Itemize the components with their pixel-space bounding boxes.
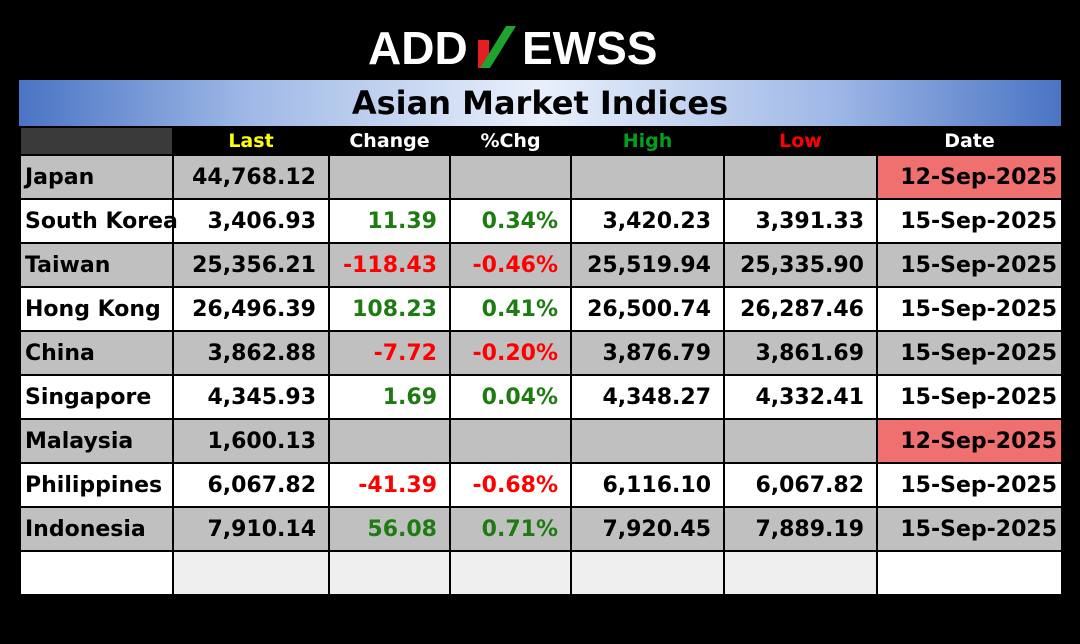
cell-date: 15-Sep-2025 xyxy=(876,286,1063,332)
cell-high: 6,116.10 xyxy=(570,462,725,508)
table-row: Philippines 6,067.82 -41.39 -0.68% 6,116.10 6… xyxy=(19,462,1063,508)
cell-low: 26,287.46 xyxy=(723,286,878,332)
table-row: Japan 44,768.12 12-Sep-2025 xyxy=(19,154,1063,200)
cell-pct-change: 0.04% xyxy=(449,374,572,420)
cell-change: 56.08 xyxy=(328,506,451,552)
brand-logo: ADD EWSS xyxy=(0,16,1080,78)
cell-date: 15-Sep-2025 xyxy=(876,374,1063,420)
cell-pct-change: 0.34% xyxy=(449,198,572,244)
cell-high: 4,348.27 xyxy=(570,374,725,420)
cell-pct-change xyxy=(449,154,572,200)
cell-high xyxy=(570,154,725,200)
cell-change: 1.69 xyxy=(328,374,451,420)
cell-change xyxy=(328,154,451,200)
header-date: Date xyxy=(876,126,1063,156)
header-last: Last xyxy=(172,126,330,156)
cell-pct-change: -0.20% xyxy=(449,330,572,376)
table-row: Singapore 4,345.93 1.69 0.04% 4,348.27 4,332.… xyxy=(19,374,1063,420)
cell-country: Malaysia xyxy=(19,418,174,464)
cell-last: 26,496.39 xyxy=(172,286,330,332)
cell-country: Philippines xyxy=(19,462,174,508)
cell-empty xyxy=(876,550,1063,596)
cell-low: 3,391.33 xyxy=(723,198,878,244)
cell-low: 25,335.90 xyxy=(723,242,878,288)
cell-low: 7,889.19 xyxy=(723,506,878,552)
cell-empty xyxy=(328,550,451,596)
cell-empty xyxy=(172,550,330,596)
cell-change: 108.23 xyxy=(328,286,451,332)
header-low: Low xyxy=(723,126,878,156)
cell-country: Indonesia xyxy=(19,506,174,552)
cell-low: 3,861.69 xyxy=(723,330,878,376)
cell-pct-change: -0.46% xyxy=(449,242,572,288)
cell-high: 25,519.94 xyxy=(570,242,725,288)
table-row-empty xyxy=(19,550,1063,596)
cell-pct-change xyxy=(449,418,572,464)
cell-date: 15-Sep-2025 xyxy=(876,242,1063,288)
cell-pct-change: 0.71% xyxy=(449,506,572,552)
header-high: High xyxy=(570,126,725,156)
logo-graphic: ADD EWSS xyxy=(368,22,657,74)
cell-date: 15-Sep-2025 xyxy=(876,198,1063,244)
page-title: Asian Market Indices xyxy=(351,84,729,122)
header-pct-change: %Chg xyxy=(449,126,572,156)
cell-low: 6,067.82 xyxy=(723,462,878,508)
cell-last: 44,768.12 xyxy=(172,154,330,200)
cell-change: -41.39 xyxy=(328,462,451,508)
cell-low: 4,332.41 xyxy=(723,374,878,420)
cell-high: 3,420.23 xyxy=(570,198,725,244)
cell-date: 15-Sep-2025 xyxy=(876,462,1063,508)
cell-change: -118.43 xyxy=(328,242,451,288)
cell-country: Taiwan xyxy=(19,242,174,288)
table-row: Malaysia 1,600.13 12-Sep-2025 xyxy=(19,418,1063,464)
table-row: Taiwan 25,356.21 -118.43 -0.46% 25,519.94 25,… xyxy=(19,242,1063,288)
logo-n-icon xyxy=(478,26,516,68)
table-row: South Korea 3,406.93 11.39 0.34% 3,420.23 3,3… xyxy=(19,198,1063,244)
cell-date: 15-Sep-2025 xyxy=(876,330,1063,376)
cell-high: 26,500.74 xyxy=(570,286,725,332)
table-body: Japan 44,768.12 12-Sep-2025 South Korea 3,40… xyxy=(19,154,1063,596)
cell-date: 15-Sep-2025 xyxy=(876,506,1063,552)
cell-low xyxy=(723,418,878,464)
cell-country: Japan xyxy=(19,154,174,200)
table-row: Indonesia 7,910.14 56.08 0.71% 7,920.45 7,889… xyxy=(19,506,1063,552)
title-bar: Asian Market Indices xyxy=(19,80,1061,126)
cell-last: 4,345.93 xyxy=(172,374,330,420)
cell-pct-change: -0.68% xyxy=(449,462,572,508)
cell-empty xyxy=(570,550,725,596)
cell-last: 1,600.13 xyxy=(172,418,330,464)
cell-high: 7,920.45 xyxy=(570,506,725,552)
table-row: China 3,862.88 -7.72 -0.20% 3,876.79 3,861.69… xyxy=(19,330,1063,376)
market-indices-table: Last Change %Chg High Low Date Japan 44,7… xyxy=(19,126,1063,596)
cell-last: 3,406.93 xyxy=(172,198,330,244)
header-corner xyxy=(19,126,174,156)
cell-change: -7.72 xyxy=(328,330,451,376)
cell-empty xyxy=(449,550,572,596)
cell-country: China xyxy=(19,330,174,376)
table-header-row: Last Change %Chg High Low Date xyxy=(19,126,1063,156)
cell-country: South Korea xyxy=(19,198,178,244)
table-row: Hong Kong 26,496.39 108.23 0.41% 26,500.74 26… xyxy=(19,286,1063,332)
cell-high: 3,876.79 xyxy=(570,330,725,376)
logo-left-text: ADD xyxy=(368,22,468,74)
cell-date: 12-Sep-2025 xyxy=(876,418,1063,464)
cell-last: 3,862.88 xyxy=(172,330,330,376)
cell-country: Hong Kong xyxy=(19,286,174,332)
cell-date: 12-Sep-2025 xyxy=(876,154,1063,200)
cell-high xyxy=(570,418,725,464)
cell-empty xyxy=(19,550,174,596)
cell-last: 7,910.14 xyxy=(172,506,330,552)
cell-change xyxy=(328,418,451,464)
header-change: Change xyxy=(328,126,451,156)
cell-pct-change: 0.41% xyxy=(449,286,572,332)
logo-right-text: EWSS xyxy=(522,22,657,74)
cell-last: 6,067.82 xyxy=(172,462,330,508)
cell-empty xyxy=(723,550,878,596)
cell-change: 11.39 xyxy=(328,198,451,244)
cell-last: 25,356.21 xyxy=(172,242,330,288)
cell-low xyxy=(723,154,878,200)
cell-country: Singapore xyxy=(19,374,174,420)
